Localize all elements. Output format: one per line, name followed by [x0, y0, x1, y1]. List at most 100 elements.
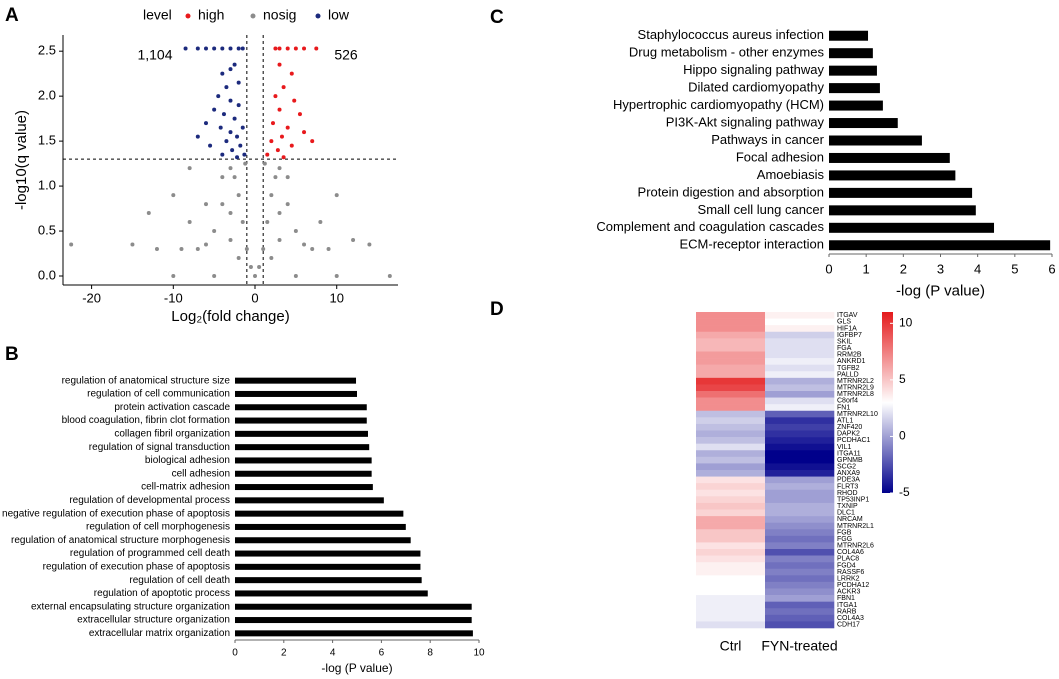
x-tick-label: -20: [82, 290, 101, 305]
heatmap-cell: [696, 614, 766, 622]
heatmap-cell: [765, 312, 835, 319]
heatmap-cell: [765, 318, 835, 326]
row-label: MTRNR2L2: [837, 378, 874, 385]
heatmap-cell: [765, 417, 835, 425]
x-tick-label: 10: [473, 648, 485, 659]
heatmap-cell: [765, 384, 835, 392]
point: [232, 175, 237, 180]
point: [221, 112, 226, 117]
y-tick-label: Small cell lung cancer: [698, 202, 825, 217]
point: [218, 125, 223, 130]
x-tick-label: -10: [164, 290, 183, 305]
bar: [235, 630, 473, 637]
point: [318, 220, 323, 225]
point: [261, 247, 266, 252]
heatmap-cell: [765, 483, 835, 491]
row-label: FGD4: [837, 562, 856, 569]
point: [224, 139, 229, 144]
row-label: MTRNR2L8: [837, 391, 874, 398]
heatmap-cell: [696, 417, 766, 425]
y-tick-label: extracellular matrix organization: [89, 628, 230, 639]
row-label: PALLD: [837, 371, 859, 378]
bar: [829, 187, 973, 198]
point: [242, 152, 247, 157]
point: [236, 46, 241, 51]
heatmap-cell: [765, 404, 835, 412]
point: [273, 175, 278, 180]
row-label: ANXA9: [837, 470, 860, 477]
heatmap-cell: [765, 437, 835, 444]
heatmap-cell: [696, 588, 766, 596]
x-axis-label: Log₂(fold change): [171, 308, 289, 325]
bar: [829, 48, 873, 59]
heatmap-cell: [696, 384, 766, 392]
point: [289, 71, 294, 76]
point: [277, 166, 282, 171]
colorbar: [882, 312, 893, 493]
column-label: Ctrl: [720, 638, 742, 654]
heatmap-cell: [696, 443, 766, 451]
column-label: FYN-treated: [761, 638, 837, 654]
point: [228, 166, 233, 171]
y-tick-label: Focal adhesion: [736, 149, 824, 164]
point: [293, 229, 298, 234]
heatmap-cell: [765, 562, 835, 570]
point: [220, 71, 225, 76]
heatmap-cell: [696, 581, 766, 589]
heatmap-cell: [696, 483, 766, 491]
point: [244, 247, 249, 252]
heatmap-cell: [696, 549, 766, 556]
heatmap-cell: [696, 535, 766, 543]
y-tick-label: protein activation cascade: [114, 402, 230, 413]
heatmap-cell: [765, 476, 835, 484]
heatmap-cell: [696, 621, 766, 629]
point: [228, 130, 233, 135]
heatmap-cell: [765, 470, 835, 477]
colorbar-tick-label: 10: [899, 315, 913, 329]
bar: [235, 617, 472, 624]
y-tick-label: regulation of apoptotic process: [94, 588, 230, 599]
y-tick-label: PI3K-Akt signaling pathway: [666, 114, 825, 129]
colorbar-tick-label: -5: [899, 485, 910, 499]
point: [212, 229, 217, 234]
point: [297, 112, 302, 117]
row-label: RARB: [837, 608, 857, 615]
bar: [235, 377, 357, 384]
heatmap-cell: [696, 325, 766, 333]
point: [285, 46, 290, 51]
row-label: ANKRD1: [837, 358, 866, 365]
heatmap-cell: [696, 555, 766, 563]
point: [220, 202, 225, 207]
heatmap-cell: [765, 338, 835, 346]
heatmap-cell: [696, 410, 766, 418]
y-tick-label: Hypertrophic cardiomyopathy (HCM): [613, 97, 824, 112]
heatmap-cell: [696, 529, 766, 537]
heatmap-cell: [765, 502, 835, 510]
heatmap-cell: [696, 351, 766, 359]
point: [269, 139, 274, 144]
bar: [829, 30, 869, 41]
x-tick-label: 10: [329, 290, 343, 305]
annotation: 1,104: [137, 47, 172, 63]
heatmap-cell: [696, 601, 766, 609]
y-tick-label: 0.5: [38, 222, 56, 237]
point: [187, 220, 192, 225]
bar: [235, 563, 421, 570]
heatmap-cell: [765, 555, 835, 563]
y-tick-label: Protein digestion and absorption: [638, 184, 824, 199]
heatmap-cell: [765, 430, 835, 438]
heatmap-cell: [696, 502, 766, 510]
x-tick-label: 6: [1048, 262, 1055, 277]
heatmap-cell: [765, 588, 835, 596]
heatmap-cell: [696, 463, 766, 471]
heatmap-cell: [696, 358, 766, 365]
y-tick-label: 1.5: [38, 133, 56, 148]
heatmap-cell: [696, 312, 766, 319]
row-label: TP53INP1: [837, 496, 869, 503]
x-axis-label: -log (P value): [321, 661, 392, 675]
heatmap-cell: [765, 529, 835, 537]
y-tick-label: negative regulation of execution phase o…: [2, 508, 230, 519]
panel-letter: B: [5, 344, 19, 365]
y-tick-label: cell-matrix adhesion: [141, 482, 230, 493]
